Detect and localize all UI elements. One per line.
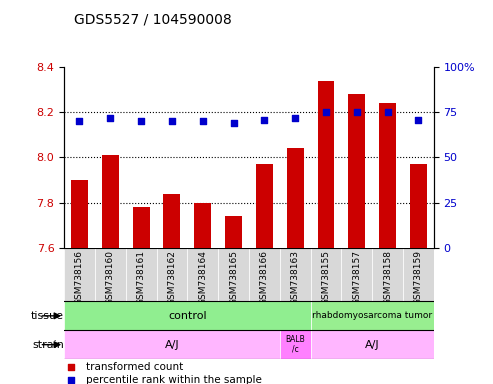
Point [68,364,75,370]
Point [106,115,114,121]
Text: GSM738157: GSM738157 [352,250,361,305]
Bar [126,248,157,301]
Text: rhabdomyosarcoma tumor: rhabdomyosarcoma tumor [312,311,432,320]
Bar [194,203,211,248]
Bar [64,330,280,359]
Bar [341,248,372,301]
Bar [218,248,249,301]
Text: transformed count: transformed count [86,362,183,372]
Text: control: control [168,311,207,321]
Text: A/J: A/J [365,339,380,350]
Point [353,109,361,116]
Bar [256,164,273,248]
Bar [164,194,180,248]
Text: GSM738159: GSM738159 [414,250,423,305]
Text: strain: strain [32,339,64,350]
Text: GDS5527 / 104590008: GDS5527 / 104590008 [74,13,232,27]
Bar [403,248,434,301]
Text: GSM738160: GSM738160 [106,250,115,305]
Text: GSM738165: GSM738165 [229,250,238,305]
Point [75,118,83,124]
Bar [379,103,396,248]
Text: GSM738164: GSM738164 [198,250,207,305]
Bar [157,248,187,301]
Bar [64,248,95,301]
Point [291,115,299,121]
Point [199,118,207,124]
Bar [410,164,427,248]
Text: GSM738162: GSM738162 [168,250,176,305]
Text: GSM738166: GSM738166 [260,250,269,305]
Bar [349,94,365,248]
Bar [317,81,334,248]
Bar [311,301,434,330]
Bar [187,248,218,301]
Bar [311,330,434,359]
Point [137,118,145,124]
Text: GSM738161: GSM738161 [137,250,145,305]
Text: GSM738156: GSM738156 [75,250,84,305]
Bar [102,155,119,248]
Text: GSM738163: GSM738163 [291,250,300,305]
Bar [311,248,341,301]
Bar [280,248,311,301]
Text: BALB
/c: BALB /c [285,335,305,354]
Text: A/J: A/J [165,339,179,350]
Point [415,116,423,122]
Bar [372,248,403,301]
Bar [249,248,280,301]
Point [230,120,238,126]
Bar [64,301,311,330]
Text: percentile rank within the sample: percentile rank within the sample [86,375,262,384]
Point [168,118,176,124]
Bar [71,180,88,248]
Bar [133,207,149,248]
Bar [287,149,304,248]
Text: tissue: tissue [31,311,64,321]
Bar [95,248,126,301]
Bar [280,330,311,359]
Point [384,109,391,116]
Text: GSM738155: GSM738155 [321,250,330,305]
Point [260,116,268,122]
Text: GSM738158: GSM738158 [383,250,392,305]
Bar [225,216,242,248]
Point [68,377,75,383]
Point [322,109,330,116]
